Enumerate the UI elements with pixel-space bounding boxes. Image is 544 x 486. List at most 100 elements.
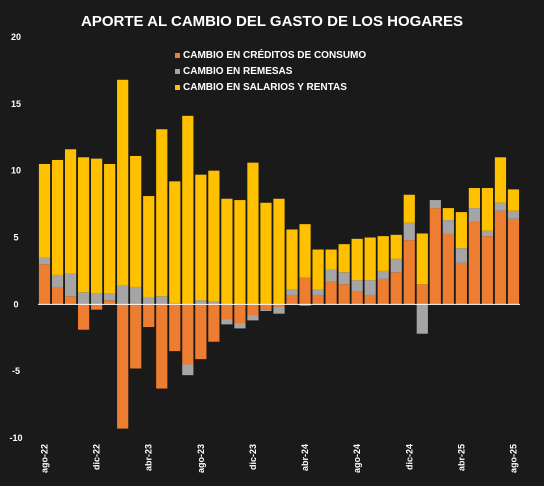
y-tick-label: -10 [9, 433, 22, 443]
chart-title: APORTE AL CAMBIO DEL GASTO DE LOS HOGARE… [81, 13, 463, 30]
bar-segment-series-2 [494, 157, 507, 203]
bar-segment-series-2 [77, 157, 90, 293]
bar-segment-series-0 [260, 304, 272, 310]
legend-swatch [175, 53, 180, 58]
bar-segment-series-0 [338, 284, 350, 305]
bar-segment-series-2 [286, 229, 298, 290]
bar-segment-series-1 [273, 307, 285, 314]
bar-segment-series-0 [325, 281, 337, 305]
bar-segment-series-1 [51, 274, 64, 287]
bar-segment-series-1 [390, 258, 402, 273]
bar-segment-series-1 [195, 300, 207, 305]
bar-segment-series-0 [364, 294, 376, 305]
y-tick-label: 5 [13, 233, 18, 243]
bar-segment-series-1 [364, 280, 376, 295]
bar-segment-series-2 [208, 170, 220, 302]
bar-segment-series-2 [247, 162, 259, 305]
bar-segment-series-2 [91, 158, 103, 294]
bar-segment-series-1 [104, 293, 116, 301]
bar-segment-series-1 [403, 222, 415, 241]
bar-segment-series-0 [195, 304, 207, 360]
bar-segment-series-0 [273, 304, 285, 307]
legend: CAMBIO EN CRÉDITOS DE CONSUMO CAMBIO EN R… [175, 48, 366, 93]
bar-segment-series-0 [182, 304, 194, 365]
bar-segment-series-1 [299, 304, 311, 306]
x-tick-label: dic-24 [404, 444, 414, 470]
x-tick-label: ago-23 [196, 444, 206, 473]
bar-segment-series-0 [299, 277, 311, 305]
bar-segment-series-1 [468, 208, 480, 222]
y-tick-label: 20 [11, 32, 21, 42]
bar-segment-series-0 [481, 236, 494, 305]
bar-segment-series-0 [143, 304, 155, 328]
bar-segment-series-0 [208, 304, 220, 342]
bar-segment-series-2 [338, 244, 350, 273]
bar-segment-series-0 [286, 294, 298, 305]
bar-segment-series-0 [416, 284, 428, 305]
bar-segment-series-0 [403, 240, 415, 305]
y-tick-label: -5 [12, 366, 20, 376]
bar-segment-series-1 [260, 309, 272, 312]
bar-segment-series-1 [325, 269, 337, 282]
legend-swatch [175, 85, 180, 90]
bar-segment-series-2 [364, 237, 376, 281]
bar-segment-series-2 [403, 194, 415, 223]
y-tick-label: 0 [13, 299, 18, 309]
bar-segment-series-0 [455, 262, 467, 305]
bar-segment-series-1 [455, 248, 467, 263]
bar-segment-series-2 [51, 159, 64, 275]
bar-segment-series-1 [169, 303, 181, 305]
bar-segment-series-2 [64, 149, 77, 274]
bar-segment-series-1 [494, 202, 507, 211]
bar-segment-series-2 [117, 79, 129, 286]
y-tick-label: 10 [11, 166, 21, 176]
bar-segment-series-2 [455, 212, 467, 249]
bar-segment-series-0 [117, 304, 129, 429]
bar-segment-series-1 [351, 280, 363, 291]
bar-segment-series-2 [182, 115, 194, 305]
bar-segment-series-0 [442, 233, 454, 305]
bars-layer [38, 79, 520, 429]
bar-segment-series-1 [416, 304, 428, 334]
bar-segment-series-2 [221, 198, 233, 305]
bar-segment-series-1 [156, 296, 168, 305]
y-axis: 20 15 10 5 0 -5 -10 [9, 32, 22, 443]
bar-segment-series-2 [104, 163, 116, 294]
bar-segment-series-2 [468, 188, 480, 209]
bar-segment-series-2 [325, 249, 337, 270]
x-tick-label: abr-25 [456, 444, 466, 471]
legend-label: CAMBIO EN SALARIOS Y RENTAS [183, 82, 347, 93]
legend-label: CAMBIO EN REMESAS [183, 66, 293, 77]
bar-segment-series-1 [221, 319, 233, 325]
bar-segment-series-2 [38, 163, 51, 258]
x-axis: ago-22 dic-22 abr-23 ago-23 dic-23 abr-24 ago-… [38, 303, 520, 473]
bar-segment-series-0 [494, 210, 507, 305]
x-tick-label: ago-24 [352, 444, 362, 473]
bar-segment-series-1 [377, 270, 389, 279]
bar-segment-series-2 [507, 189, 520, 211]
bar-segment-series-1 [429, 200, 441, 209]
bar-segment-series-0 [468, 221, 480, 305]
bar-segment-series-1 [442, 220, 454, 234]
bar-segment-series-1 [143, 297, 155, 305]
x-tick-label: ago-25 [508, 444, 518, 473]
bar-segment-series-1 [234, 323, 246, 329]
bar-segment-series-0 [247, 304, 259, 316]
bar-segment-series-1 [91, 293, 103, 305]
x-tick-label: dic-23 [248, 444, 258, 470]
bar-segment-series-1 [286, 289, 298, 295]
bar-segment-series-0 [104, 300, 116, 305]
bar-segment-series-2 [195, 174, 207, 301]
bar-segment-series-1 [481, 230, 494, 237]
bar-segment-series-0 [429, 208, 441, 305]
bar-segment-series-2 [299, 224, 311, 278]
bar-segment-series-1 [208, 301, 220, 305]
bar-segment-series-0 [130, 304, 142, 369]
bar-segment-series-1 [338, 272, 350, 285]
x-tick-label: ago-22 [40, 444, 50, 473]
bar-segment-series-0 [169, 304, 181, 352]
bar-segment-series-2 [442, 208, 454, 221]
bar-segment-series-2 [234, 200, 246, 305]
